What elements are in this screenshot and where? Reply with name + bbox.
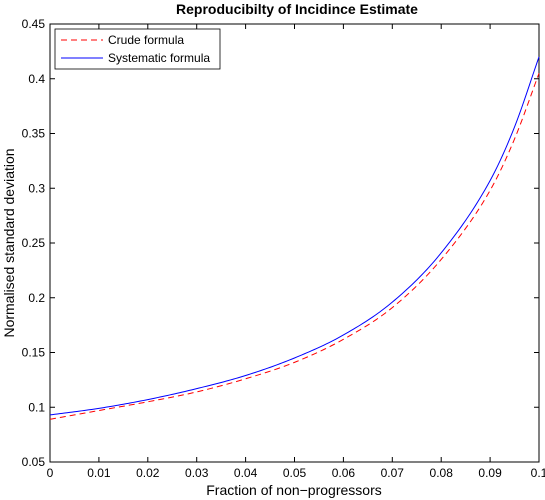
legend-label-systematic: Systematic formula [108, 51, 210, 65]
x-tick-label: 0 [47, 466, 54, 480]
y-tick-label: 0.15 [22, 346, 46, 360]
series-line-crude [49, 73, 540, 420]
y-tick-label: 0.1 [28, 400, 45, 414]
chart-title: Reproducibilty of Incidince Estimate [176, 1, 418, 17]
legend-label-crude: Crude formula [108, 33, 184, 47]
x-tick-label: 0.1 [531, 466, 545, 480]
x-tick-label: 0.09 [478, 466, 502, 480]
series-lines [49, 56, 540, 420]
x-tick-label: 0.02 [136, 466, 160, 480]
y-tick-label: 0.3 [28, 181, 45, 195]
x-tick-label: 0.07 [381, 466, 405, 480]
x-tick-label: 0.05 [283, 466, 307, 480]
y-tick-label: 0.05 [22, 455, 46, 469]
y-tick-label: 0.35 [22, 127, 46, 141]
x-tick-label: 0.03 [185, 466, 209, 480]
x-tick-label: 0.04 [234, 466, 258, 480]
y-tick-label: 0.4 [28, 72, 45, 86]
x-tick-label: 0.06 [332, 466, 356, 480]
x-tick-label: 0.08 [430, 466, 454, 480]
x-tick-label: 0.01 [87, 466, 111, 480]
y-tick-label: 0.25 [22, 236, 46, 250]
series-line-systematic [49, 56, 540, 416]
y-axis-label: Normalised standard deviation [1, 148, 17, 337]
x-axis-label: Fraction of non−progressors [206, 482, 381, 498]
legend-box [54, 28, 221, 70]
legend: Crude formula Systematic formula [54, 28, 221, 70]
y-tick-label: 0.2 [28, 291, 45, 305]
plot-area [49, 23, 540, 463]
axis-ticks: 0 0.01 0.02 0.03 0.04 0.05 0.06 0.07 0.08 0.09 0.1… [22, 17, 545, 480]
y-tick-label: 0.45 [22, 17, 46, 31]
